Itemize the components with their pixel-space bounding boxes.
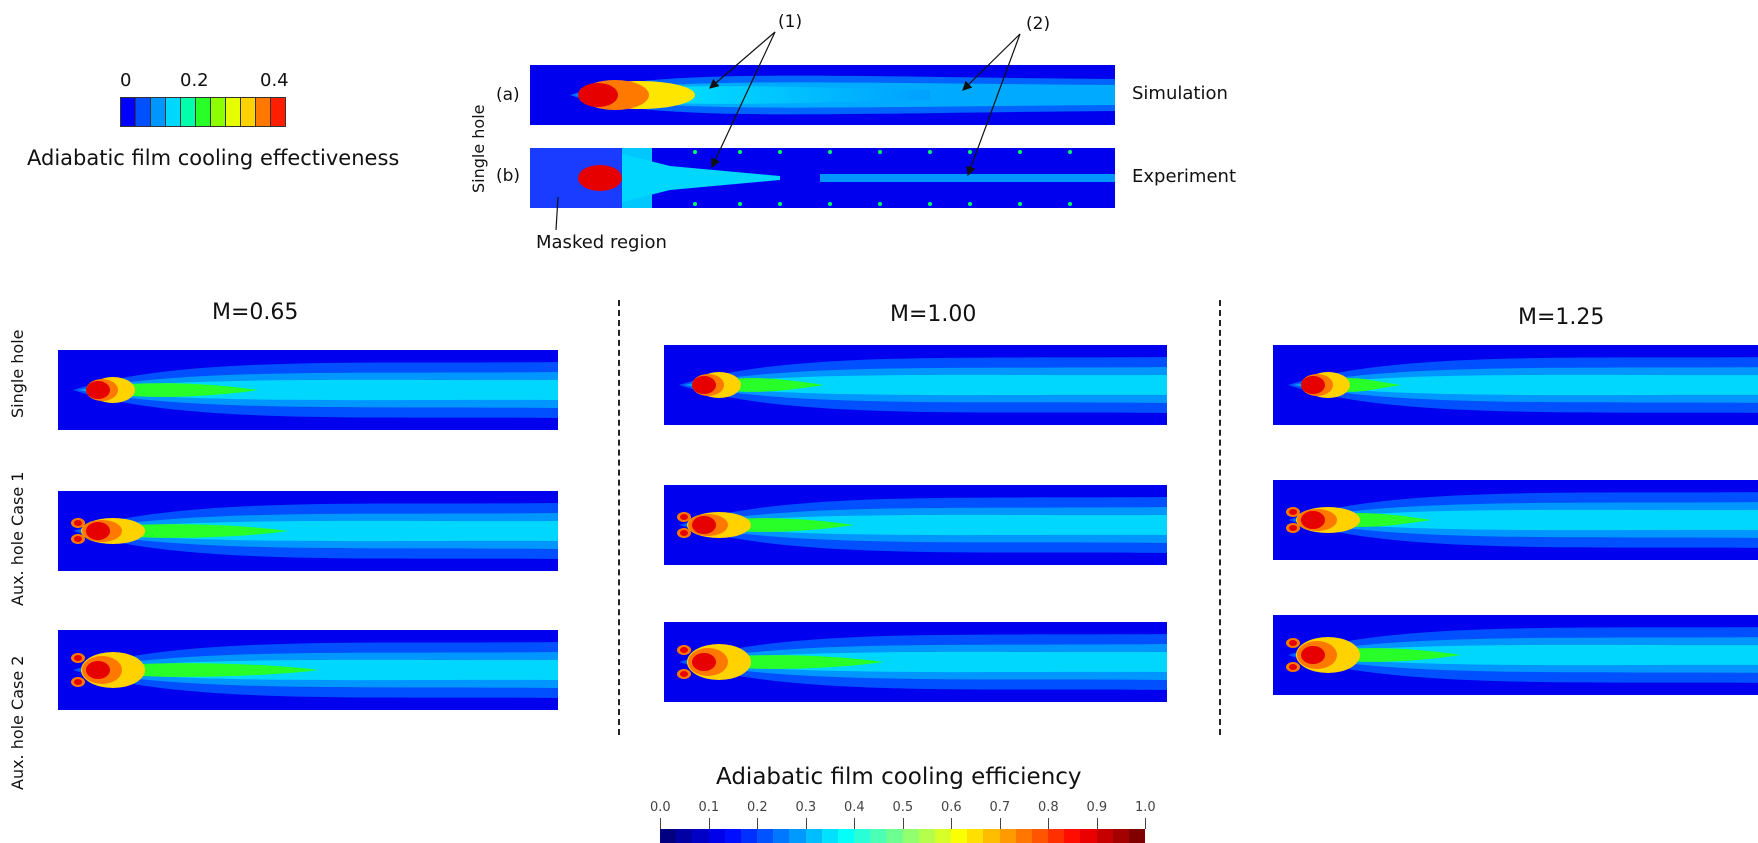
callout-2: (2)	[1026, 14, 1051, 34]
bottom-colorbar	[660, 829, 1146, 843]
colorbar-cell	[934, 829, 952, 843]
column-title-2: M=1.00	[890, 302, 977, 327]
colorbar-cell	[983, 829, 1000, 843]
contour-plot-m1-row2	[58, 491, 558, 571]
colorbar-cell	[708, 829, 725, 843]
legend-swatch	[121, 98, 136, 126]
legend-swatch	[226, 98, 241, 126]
contour-plot-m3-row1	[1273, 345, 1758, 425]
colorbar-tick	[1048, 818, 1049, 829]
contour-plot-m2-row3	[664, 622, 1167, 702]
colorbar-tick	[902, 818, 904, 829]
colorbar-cell	[1112, 829, 1129, 843]
top-legend-title: Adiabatic film cooling effectiveness	[27, 146, 400, 170]
legend-swatch	[196, 98, 211, 126]
colorbar-tick-label: 0.9	[1086, 800, 1108, 815]
colorbar-tick-label: 1.0	[1135, 800, 1156, 815]
colorbar-cell	[967, 829, 984, 843]
colorbar-tick	[805, 818, 807, 829]
row-label-single-hole: Single hole	[8, 329, 27, 419]
colorbar-cell	[1064, 829, 1081, 843]
legend-swatch	[151, 98, 166, 126]
column-title-1: M=0.65	[212, 300, 299, 325]
bottom-legend-title: Adiabatic film cooling efficiency	[716, 764, 1082, 790]
contour-plot-m3-row2	[1273, 480, 1758, 560]
legend-tick-1: 0.2	[180, 70, 209, 91]
colorbar-cell	[1096, 829, 1113, 843]
legend-swatch	[211, 98, 226, 126]
colorbar-cell	[918, 829, 935, 843]
row-a-label: (a)	[496, 85, 520, 105]
colorbar-tick	[1145, 818, 1146, 829]
legend-swatch	[181, 98, 196, 126]
experiment-label: Experiment	[1132, 166, 1237, 187]
colorbar-cell	[757, 829, 774, 843]
colorbar-tick-label: 0.8	[1038, 800, 1059, 815]
experiment-contour	[530, 148, 1115, 208]
contour-plot-m3-row3	[1273, 615, 1758, 695]
colorbar-cell	[773, 829, 790, 843]
colorbar-tick-label: 0.6	[941, 800, 962, 815]
colorbar-tick-label: 0.3	[795, 800, 817, 815]
colorbar-cell	[837, 829, 855, 843]
colorbar-cell	[870, 829, 887, 843]
colorbar-cell	[821, 829, 838, 843]
colorbar-cell	[854, 829, 871, 843]
colorbar-tick-label: 0.4	[844, 800, 865, 815]
colorbar-cell	[1128, 829, 1146, 843]
colorbar-cell	[660, 829, 677, 843]
legend-swatch	[166, 98, 181, 126]
colorbar-tick-label: 0.5	[892, 800, 914, 815]
colorbar-cell	[999, 829, 1016, 843]
colorbar-cell	[1031, 829, 1049, 843]
contour-plot-m2-row1	[664, 345, 1167, 425]
colorbar-tick-label: 0.2	[747, 800, 768, 815]
colorbar-tick	[708, 818, 710, 829]
colorbar-cell	[1048, 829, 1065, 843]
colorbar-tick-label: 0.0	[650, 800, 671, 815]
top-legend: 0 0.2 0.4	[120, 70, 320, 130]
contour-plot-m2-row2	[664, 485, 1167, 565]
colorbar-tick	[854, 818, 855, 829]
colorbar-tick	[660, 818, 661, 829]
callout-1: (1)	[778, 12, 803, 32]
legend-tick-2: 0.4	[260, 70, 289, 91]
legend-swatch	[136, 98, 151, 126]
colorbar-tick	[757, 818, 758, 829]
colorbar-cell	[740, 829, 758, 843]
legend-swatch	[241, 98, 256, 126]
colorbar-cell	[1015, 829, 1032, 843]
row-label-aux-case-2: Aux. hole Case 2	[8, 655, 27, 790]
contour-plot-m1-row1	[58, 350, 558, 430]
column-title-3: M=1.25	[1518, 305, 1605, 330]
row-label-aux-case-1: Aux. hole Case 1	[8, 471, 27, 606]
bottom-legend-ticks: 0.0 0.1 0.2 0.3 0.4 0.5 0.6 0.7 0.8 0.9 1.0	[648, 800, 1156, 830]
colorbar-cell	[1080, 829, 1097, 843]
colorbar-cell	[692, 829, 709, 843]
masked-region-label: Masked region	[536, 232, 667, 253]
colorbar-cell	[902, 829, 919, 843]
colorbar-tick	[951, 818, 952, 829]
colorbar-cell	[805, 829, 822, 843]
row-b-label: (b)	[496, 166, 521, 186]
colorbar-cell	[724, 829, 741, 843]
simulation-label: Simulation	[1132, 83, 1228, 104]
divider-1	[618, 300, 620, 735]
legend-tick-0: 0	[120, 70, 132, 91]
colorbar-cell	[886, 829, 903, 843]
colorbar-tick	[999, 818, 1001, 829]
colorbar-tick	[1096, 818, 1098, 829]
simulation-contour	[530, 65, 1115, 125]
colorbar-cell	[789, 829, 806, 843]
colorbar-tick-label: 0.7	[989, 800, 1011, 815]
contour-plot-m1-row3	[58, 630, 558, 710]
colorbar-tick-label: 0.1	[698, 800, 720, 815]
legend-swatch	[256, 98, 271, 126]
colorbar-cell	[951, 829, 968, 843]
colorbar-cell	[676, 829, 693, 843]
legend-swatch	[271, 98, 285, 126]
legend-colorbar	[120, 97, 286, 127]
divider-2	[1219, 300, 1221, 735]
